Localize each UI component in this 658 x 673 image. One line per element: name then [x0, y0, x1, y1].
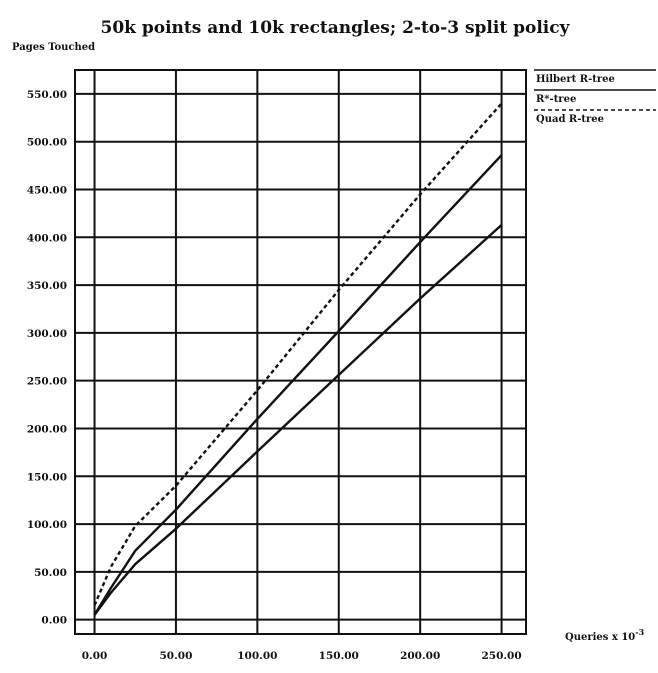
series-lines [93, 102, 503, 616]
legend-label: R*-tree [536, 94, 576, 105]
y-tick-label: 50.00 [34, 567, 67, 579]
y-axis-label: Pages Touched [12, 42, 95, 53]
x-tick-label: 0.00 [82, 650, 108, 662]
x-tick-label: 250.00 [481, 650, 521, 662]
y-tick-label: 350.00 [27, 280, 67, 292]
x-axis-label-exponent: -3 [635, 627, 644, 637]
legend-label: Hilbert R-tree [536, 74, 615, 85]
chart-title: 50k points and 10k rectangles; 2-to-3 sp… [101, 18, 571, 38]
y-tick-label: 200.00 [27, 423, 67, 435]
x-tick-label: 50.00 [160, 650, 193, 662]
y-tick-label: 550.00 [27, 89, 67, 101]
y-tick-label: 0.00 [41, 615, 67, 627]
series-line-2 [93, 102, 503, 606]
series-line-1 [93, 154, 503, 616]
y-tick-label: 400.00 [27, 232, 67, 244]
x-tick-label: 150.00 [319, 650, 359, 662]
series-line-0 [93, 224, 503, 616]
y-tick-label: 500.00 [27, 137, 67, 149]
plot-frame [74, 69, 527, 635]
y-tick-label: 250.00 [27, 376, 67, 388]
y-tick-label: 150.00 [27, 471, 67, 483]
x-axis-label: Queries x 10-3 [565, 627, 645, 643]
grid [75, 70, 526, 634]
y-tick-label: 100.00 [27, 519, 67, 531]
legend: Hilbert R-tree R*-tree Quad R-tree [534, 69, 656, 125]
y-tick-label: 300.00 [27, 328, 67, 340]
legend-label: Quad R-tree [536, 114, 604, 125]
x-tick-label: 200.00 [400, 650, 440, 662]
x-axis-label-text: Queries x 10 [565, 632, 635, 643]
y-tick-label: 450.00 [27, 184, 67, 196]
x-tick-label: 100.00 [237, 650, 277, 662]
tick-labels: 0.00 50.00 100.00 150.00 200.00 250.00 0.00 50.… [27, 89, 522, 662]
